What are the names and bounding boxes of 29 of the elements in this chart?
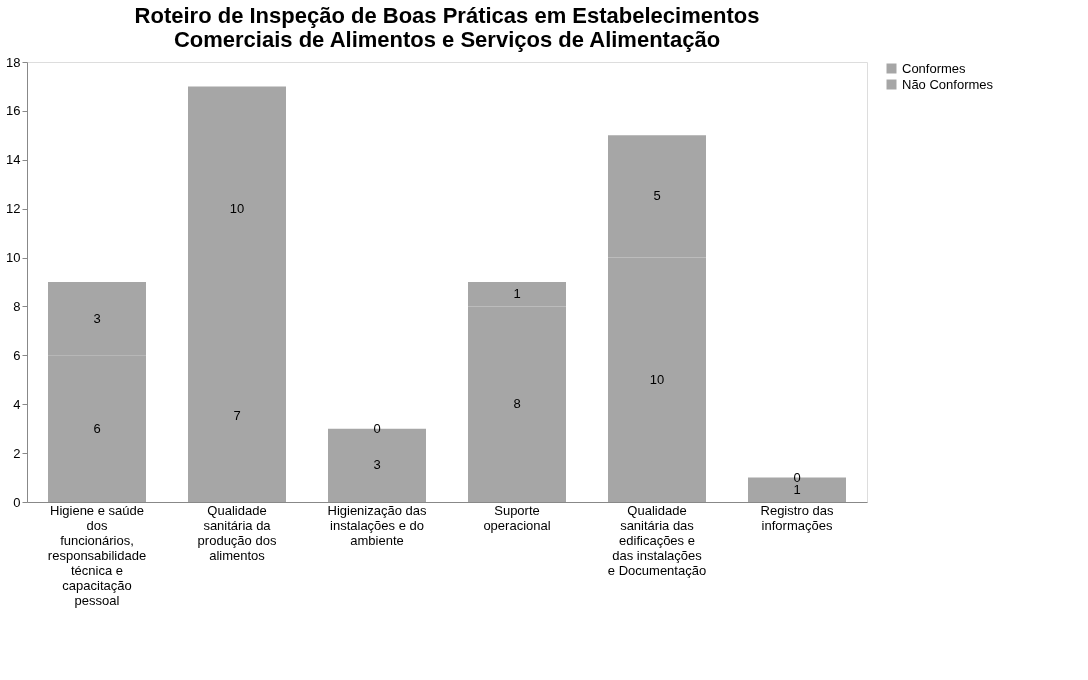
y-tick-label: 8 bbox=[13, 298, 21, 314]
data-label: 6 bbox=[93, 420, 101, 436]
y-tick-label: 16 bbox=[6, 103, 21, 119]
data-label: 10 bbox=[229, 200, 245, 216]
x-tick-label: Qualidade sanitária das edificações e das instalações e Documentação bbox=[607, 502, 707, 578]
chart-title: Roteiro de Inspeção de Boas Práticas em Estabelecimentos Comerciais de Alimentos e Serviços de Alimentação bbox=[134, 3, 760, 52]
data-label: 3 bbox=[373, 457, 381, 473]
data-label: 10 bbox=[649, 371, 665, 387]
legend-label: Não Conformes bbox=[902, 76, 994, 92]
y-tick-label: 10 bbox=[6, 250, 21, 266]
y-tick-label: 4 bbox=[13, 396, 21, 412]
x-tick-label: Registro das informações bbox=[760, 502, 834, 533]
x-tick-label: Qualidade sanitária da produção dos alimentos bbox=[197, 502, 277, 563]
data-label: 3 bbox=[93, 310, 101, 326]
y-tick-label: 18 bbox=[6, 54, 21, 70]
y-tick-label: 12 bbox=[6, 201, 21, 217]
x-tick-label: Higiene e saúde dos funcionários, responsabilidade técnica e capacitação pessoal bbox=[47, 502, 147, 608]
data-label: 0 bbox=[373, 420, 381, 436]
y-tick-label: 14 bbox=[6, 152, 21, 168]
data-label: 7 bbox=[233, 408, 241, 424]
data-label: 1 bbox=[513, 286, 521, 302]
x-tick-label: Suporte operacional bbox=[483, 502, 551, 533]
y-tick-label: 2 bbox=[13, 445, 21, 461]
legend-label: Conformes bbox=[902, 60, 967, 76]
data-label: 5 bbox=[653, 188, 661, 204]
y-tick-label: 6 bbox=[13, 347, 21, 363]
data-label: 8 bbox=[513, 396, 521, 412]
x-tick-label: Higienização das instalações e do ambiente bbox=[327, 502, 427, 548]
y-tick-label: 0 bbox=[13, 494, 21, 510]
